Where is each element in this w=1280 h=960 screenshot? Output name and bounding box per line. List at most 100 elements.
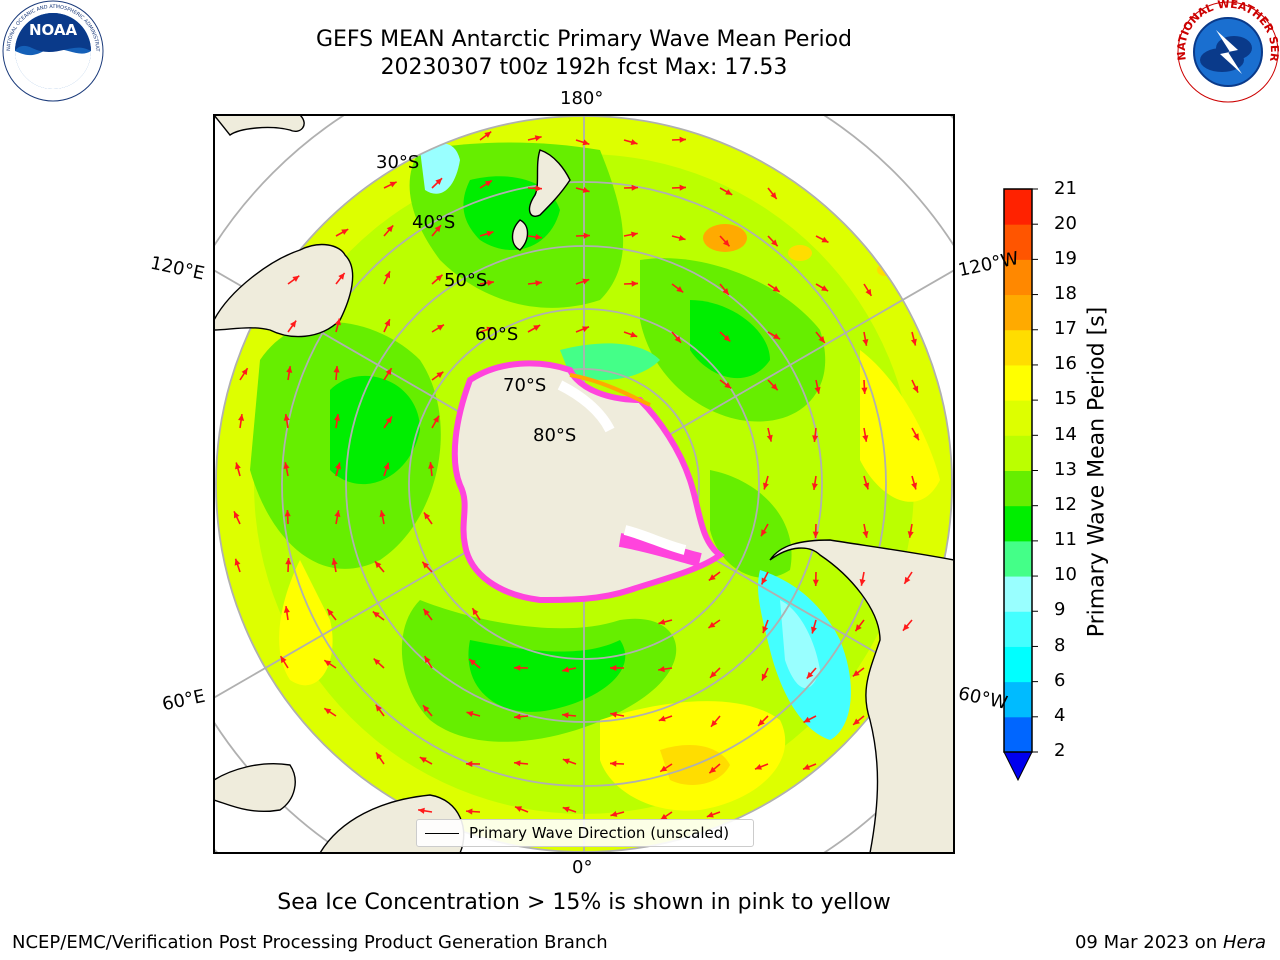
colorbar-tick: 16 [1054, 353, 1077, 374]
map-legend: Primary Wave Direction (unscaled) [416, 819, 754, 847]
wave-arrow-head [384, 271, 391, 279]
wave-arrow-head [725, 189, 733, 195]
wave-arrow-head [486, 326, 494, 333]
machine-name: Hera [1222, 932, 1266, 953]
wave-arrow-head [286, 366, 293, 373]
wave-arrow-head [907, 531, 914, 538]
wave-arrow-head [724, 382, 732, 389]
wave-arrow-head [234, 462, 241, 470]
wave-arrow-head [472, 608, 479, 616]
colorbar-segment [1004, 329, 1032, 366]
wave-arrow-head [341, 229, 349, 235]
lat-label-40: 40°S [412, 212, 456, 233]
wave-arrow-head [383, 462, 390, 470]
wave-arrow-head [484, 180, 492, 187]
wave-arrow-head [904, 576, 911, 584]
wave-arrow-head [386, 225, 394, 233]
wave-arrow-head [436, 371, 444, 378]
colorbar-tick: 9 [1054, 599, 1066, 620]
wave-arrow-head [863, 482, 870, 490]
wave-arrow-head [902, 623, 910, 631]
wave-arrow-head [372, 611, 380, 618]
wave-arrow-head [754, 764, 762, 770]
wave-arrow-head [534, 135, 542, 142]
noaa-logo-text: NOAA [29, 21, 78, 39]
wave-arrow-head [761, 673, 768, 681]
wave-arrow-head [761, 529, 767, 537]
wave-arrow-head [384, 319, 390, 327]
colorbar-segment [1004, 189, 1032, 225]
wave-arrow-head [514, 664, 521, 671]
colorbar-segment [1004, 364, 1032, 401]
wave-arrow-head [422, 561, 429, 569]
wave-arrow-head [466, 711, 474, 717]
colorbar-tick: 8 [1054, 635, 1066, 656]
colorbar-segment [1004, 400, 1032, 436]
wave-arrow-head [562, 712, 569, 719]
wave-arrow-head [514, 713, 521, 720]
colorbar-segment [1004, 611, 1032, 647]
wave-arrow-head [610, 711, 617, 718]
wave-arrow-head [423, 705, 430, 713]
wave-arrow-head [583, 232, 590, 239]
wave-arrow-head [379, 510, 386, 518]
wave-arrow-head [773, 333, 781, 340]
wave-arrow-head [660, 765, 668, 772]
wave-arrow-head [806, 671, 814, 679]
wave-arrow-head [679, 184, 686, 191]
colorbar-segment [1004, 646, 1032, 683]
wave-arrow-head [711, 719, 718, 727]
wave-arrow-head [771, 239, 778, 247]
wave-arrow-head [766, 434, 773, 442]
wave-arrow-head [562, 666, 570, 673]
wave-arrow-head [861, 387, 868, 394]
lon-label-bottom: 0° [572, 857, 593, 878]
wave-arrow-head [283, 462, 290, 470]
wave-arrow-head [424, 512, 431, 520]
wave-arrow-head [334, 318, 341, 326]
colorbar-tick: 15 [1054, 388, 1077, 409]
wave-arrow-head [865, 288, 872, 296]
wave-arrow-head [852, 670, 860, 677]
wave-arrow-head [762, 482, 769, 490]
wave-arrow-head [241, 368, 248, 376]
wave-arrow-head [821, 236, 829, 243]
wave-arrow-head [436, 324, 444, 331]
lat-label-60: 60°S [475, 324, 519, 345]
wave-arrow-head [912, 385, 919, 393]
wave-arrow-head [911, 482, 918, 490]
legend-line-swatch [425, 832, 459, 834]
wave-arrow-head [859, 578, 866, 586]
wave-arrow-head [335, 462, 341, 470]
colorbar-tick: 4 [1054, 705, 1066, 726]
colorbar-segment [1004, 259, 1032, 296]
map-frame [213, 114, 955, 854]
colorbar-extend-arrow [1003, 751, 1033, 782]
wave-arrow-head [630, 231, 638, 238]
wave-arrow-head [562, 758, 570, 765]
colorbar-tick: 20 [1054, 213, 1077, 234]
wave-arrow-head [435, 274, 443, 282]
wave-arrow-head [284, 510, 291, 517]
wave-arrow-head [385, 416, 392, 424]
wave-arrow-head [770, 192, 777, 200]
colorbar-frame [1003, 188, 1033, 753]
wave-arrow-head [821, 285, 829, 292]
wave-arrow-head [862, 530, 869, 538]
lat-label-30: 30°S [376, 152, 420, 173]
wave-arrow-head [658, 666, 665, 673]
colorbar-tick: 6 [1054, 670, 1066, 691]
wave-arrow-head [812, 531, 819, 538]
wave-arrow-head [582, 278, 590, 285]
wave-arrow-head [761, 577, 768, 585]
wave-arrow-head [708, 574, 716, 581]
lat-label-80: 80°S [533, 425, 577, 446]
colorbar-tick: 21 [1054, 178, 1077, 199]
wave-arrow-head [658, 715, 666, 722]
sea-ice-footnote: Sea Ice Concentration > 15% is shown in … [277, 890, 891, 915]
wave-arrow-head [289, 320, 297, 328]
wave-arrow-head [285, 558, 292, 565]
wave-arrow-head [484, 131, 492, 138]
australia [214, 243, 354, 338]
